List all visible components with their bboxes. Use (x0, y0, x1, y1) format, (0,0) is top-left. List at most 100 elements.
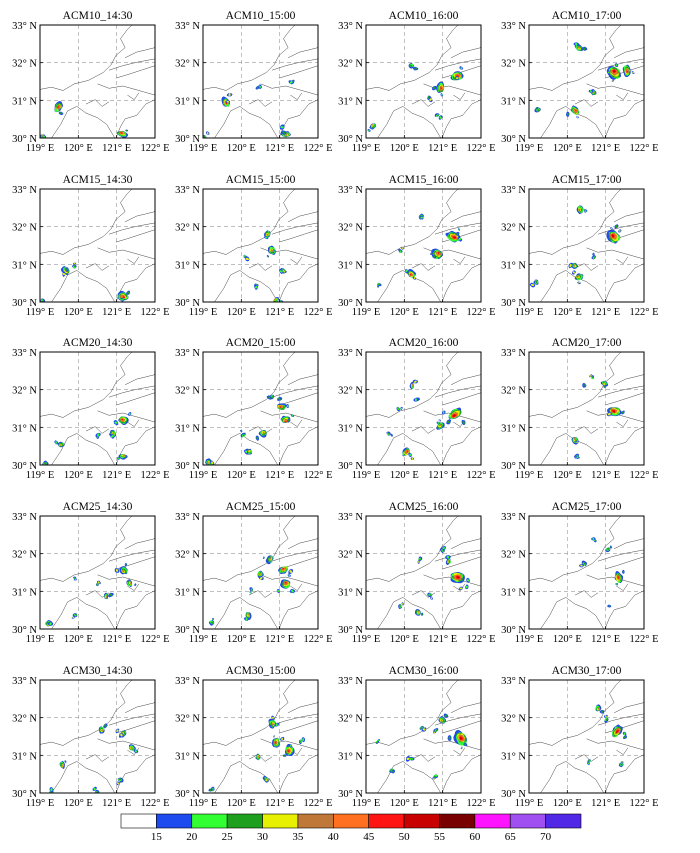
boundary-line-6 (613, 47, 644, 59)
echo-2-3-4-fleck-core-0 (576, 456, 579, 459)
echo-3-0-0-level-4 (121, 569, 125, 573)
lon-tick-label: 119° E (189, 143, 218, 154)
boundary-line-7 (411, 99, 436, 107)
echo-4-1-5-fleck-core-0 (302, 738, 305, 742)
echo-0-3-1-level-6 (626, 70, 628, 73)
boundary-line-7 (248, 590, 273, 598)
boundary-line-4 (108, 222, 155, 235)
echo-2-3-3-fleck-core-0 (576, 441, 579, 443)
lat-tick-label: 30° N (175, 789, 200, 800)
boundary-line-1 (51, 270, 116, 302)
boundary-line-3 (586, 738, 644, 751)
boundary-line-5 (278, 229, 318, 243)
echo-4-1-1-fleck-core-0 (273, 735, 275, 738)
panel-title: ACM20_17:00 (552, 337, 622, 349)
boundary-line-8 (616, 419, 629, 427)
boundary-line-7 (574, 99, 599, 107)
lon-tick-label: 122° E (141, 798, 170, 809)
lon-tick-label: 119° E (26, 634, 55, 645)
echo-1-3-4-fleck-core-0 (592, 253, 595, 256)
boundary-line-6 (124, 374, 155, 386)
echo-2-0-0-fleck-core-1 (114, 421, 118, 424)
panel-frame (528, 351, 645, 466)
boundary-line-0 (366, 516, 459, 582)
echo-3-2-0-fleck-core-1 (459, 587, 463, 590)
panel-title: ACM10_17:00 (552, 10, 622, 22)
lat-tick-label: 33° N (501, 676, 526, 687)
colorbar-label-45: 45 (363, 831, 375, 843)
echo-2-0-4-fleck-core-0 (117, 457, 120, 460)
echo-3-0-2-level-4 (105, 595, 107, 598)
lon-tick-label: 120° E (227, 470, 256, 481)
lat-tick-label: 32° N (338, 223, 363, 234)
panel-frame (202, 679, 319, 794)
boundary-line-6 (613, 211, 644, 223)
lon-tick-label: 120° E (227, 634, 256, 645)
echo-0-2-2-fleck-core-0 (414, 67, 417, 70)
panel-frame (39, 515, 156, 630)
echo-3-3-0-fleck-core-0 (615, 583, 618, 585)
lat-tick-label: 30° N (12, 461, 37, 472)
lon-tick-label: 122° E (630, 634, 659, 645)
lat-tick-label: 30° N (12, 625, 37, 636)
echo-1-1-1-fleck-core-1 (267, 255, 269, 257)
lon-tick-label: 120° E (64, 143, 93, 154)
echo-3-1-1-fleck-core-0 (289, 570, 293, 574)
echo-3-1-2-level-6 (284, 581, 287, 584)
lon-tick-label: 122° E (304, 634, 333, 645)
echo-0-0-0-fleck-core-1 (59, 112, 63, 115)
boundary-line-0 (203, 680, 296, 746)
echo-0-3-3-level-6 (575, 109, 577, 112)
echo-2-2-6-level-2 (387, 432, 390, 435)
lon-tick-label: 121° E (102, 143, 131, 154)
echo-1-2-1-fleck-core-0 (432, 255, 436, 258)
map-content (366, 352, 481, 465)
boundary-line-7 (574, 590, 599, 598)
boundary-line-0 (366, 680, 459, 746)
lon-tick-label: 122° E (630, 470, 659, 481)
echo-1-2-0-level-7 (453, 236, 456, 239)
lon-tick-label: 121° E (428, 307, 457, 318)
boundary-line-2 (441, 263, 481, 302)
echo-4-2-2-level-2 (435, 729, 438, 732)
boundary-line-0 (366, 352, 459, 418)
boundary-line-2 (115, 590, 155, 629)
echo-3-0-4-fleck-core-0 (74, 578, 77, 581)
colorbar-label-70: 70 (540, 831, 552, 843)
boundary-line-4 (434, 58, 481, 71)
lat-tick-label: 33° N (338, 21, 363, 32)
boundary-line-0 (529, 516, 622, 582)
panel-frame (365, 351, 482, 466)
echo-4-0-1-fleck-core-1 (116, 729, 119, 732)
panel-1-0: ACM15_14:30 30° N 31° N 32° N 33° N 119° E 120… (12, 174, 169, 318)
boundary-line-5 (278, 65, 318, 79)
lat-tick-label: 31° N (338, 423, 363, 434)
panel-3-1: ACM25_15:00 30° N 31° N 32° N 33° N 119° E 120… (175, 501, 332, 645)
echo-2-3-1-fleck-core-0 (604, 385, 606, 388)
echo-2-0-5-level-2 (44, 462, 47, 465)
boundary-line-6 (287, 374, 318, 386)
boundary-line-3 (423, 574, 481, 587)
lon-tick-label: 120° E (64, 798, 93, 809)
echo-4-2-5-fleck-core-0 (392, 770, 395, 773)
lat-tick-label: 31° N (338, 587, 363, 598)
colorbar-label-20: 20 (186, 831, 198, 843)
lat-tick-label: 31° N (501, 751, 526, 762)
boundary-line-1 (377, 433, 442, 465)
echo-4-0-2-fleck-core-0 (134, 750, 137, 753)
boundary-line-5 (278, 720, 318, 734)
echo-2-1-6-fleck-core-0 (268, 396, 271, 399)
lat-tick-label: 31° N (175, 751, 200, 762)
lat-tick-label: 33° N (338, 512, 363, 523)
lon-tick-label: 122° E (467, 307, 496, 318)
boundary-line-4 (271, 713, 318, 726)
echo-4-3-3-level-2 (620, 763, 623, 766)
boundary-line-3 (97, 574, 155, 587)
echo-0-1-2-fleck-core-0 (256, 86, 259, 89)
echo-1-0-2-fleck-core-0 (73, 262, 76, 265)
lat-tick-label: 31° N (12, 751, 37, 762)
panel-0-2: ACM10_16:00 30° N 31° N 32° N 33° N 119° E 120… (338, 10, 495, 154)
echo-4-1-2-fleck-core-1 (283, 754, 286, 757)
echo-1-3-2-level-4 (573, 265, 576, 267)
map-content (366, 25, 481, 138)
